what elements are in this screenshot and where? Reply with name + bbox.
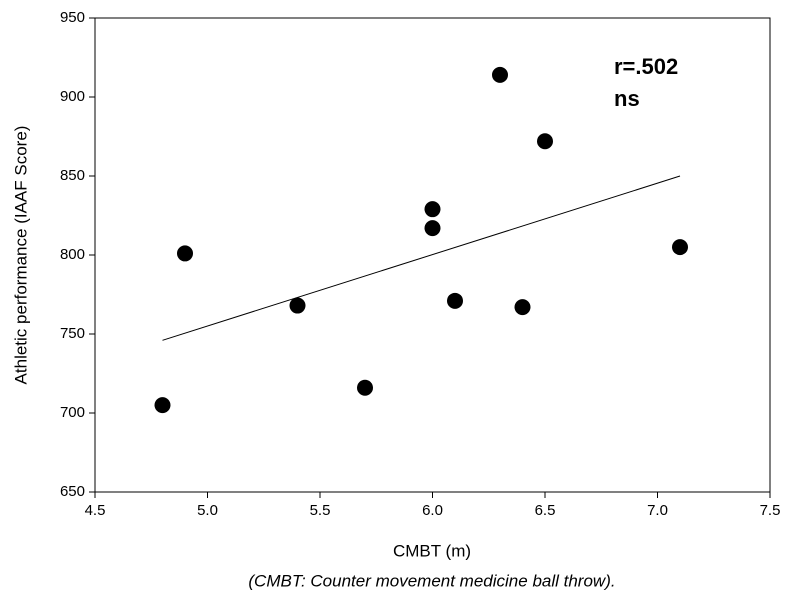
y-tick-label: 850	[60, 167, 85, 184]
point	[154, 397, 171, 414]
x-tick-label: 7.5	[760, 502, 781, 519]
point	[424, 220, 441, 237]
point	[424, 201, 441, 218]
point	[177, 245, 193, 262]
y-tick-label: 650	[60, 483, 85, 500]
x-tick-label: 7.0	[647, 502, 668, 519]
caption: (CMBT: Counter movement medicine ball th…	[248, 571, 615, 590]
point	[357, 379, 373, 396]
trendline	[162, 175, 681, 341]
x-tick-label: 5.0	[197, 502, 218, 519]
point	[537, 133, 553, 150]
y-tick-label: 800	[60, 246, 85, 263]
x-tick-label: 6.5	[535, 502, 556, 519]
x-tick-label: 6.0	[422, 502, 443, 519]
y-axis-label: Athletic performance (IAAF Score)	[11, 126, 30, 385]
y-tick-label: 950	[60, 9, 85, 26]
point	[514, 299, 531, 316]
annotation: ns	[614, 86, 640, 111]
x-tick-label: 5.5	[310, 502, 331, 519]
y-tick-label: 750	[60, 325, 85, 342]
point	[672, 239, 688, 256]
point	[289, 297, 306, 314]
point	[492, 66, 508, 83]
y-tick-label: 900	[60, 88, 85, 105]
point	[447, 292, 463, 309]
y-tick-label: 700	[60, 404, 85, 421]
x-tick-label: 4.5	[85, 502, 106, 519]
x-axis-label: CMBT (m)	[393, 541, 471, 560]
annotation: r=.502	[614, 54, 678, 79]
